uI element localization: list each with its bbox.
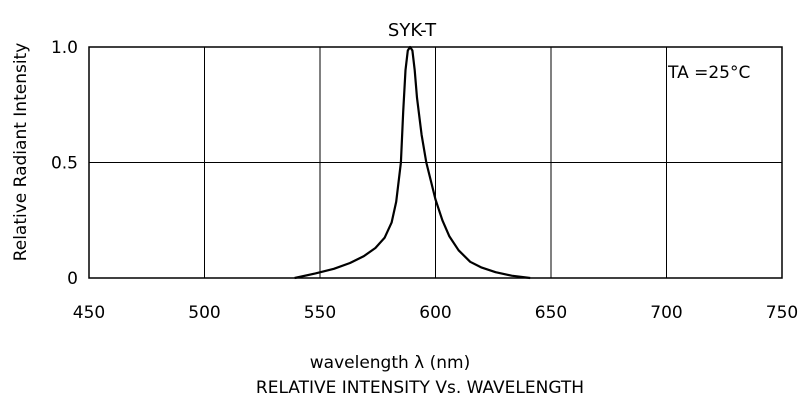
x-tick-label: 600 [419, 303, 451, 323]
y-tick-label: 0.5 [51, 154, 78, 174]
chart-caption: RELATIVE INTENSITY Vs. WAVELENGTH [256, 378, 584, 398]
temperature-annotation: TA =25°C [667, 63, 750, 83]
x-axis-label: wavelength λ (nm) [310, 353, 471, 373]
x-tick-label: 500 [188, 303, 220, 323]
chart-title: SYK-T [388, 20, 437, 41]
x-tick-labels: 450 500 550 600 650 700 750 [73, 303, 798, 323]
y-axis-label: Relative Radiant Intensity [11, 43, 31, 262]
plot-frame [88, 46, 783, 279]
gridlines [89, 47, 782, 278]
series-line [294, 45, 531, 280]
x-tick-label: 550 [304, 303, 336, 323]
y-tick-labels: 0 0.5 1.0 [51, 38, 78, 289]
x-tick-label: 700 [650, 303, 682, 323]
x-tick-label: 750 [766, 303, 798, 323]
y-tick-label: 1.0 [51, 38, 78, 58]
x-tick-label: 450 [73, 303, 105, 323]
x-tick-label: 650 [535, 303, 567, 323]
y-tick-label: 0 [67, 269, 78, 289]
